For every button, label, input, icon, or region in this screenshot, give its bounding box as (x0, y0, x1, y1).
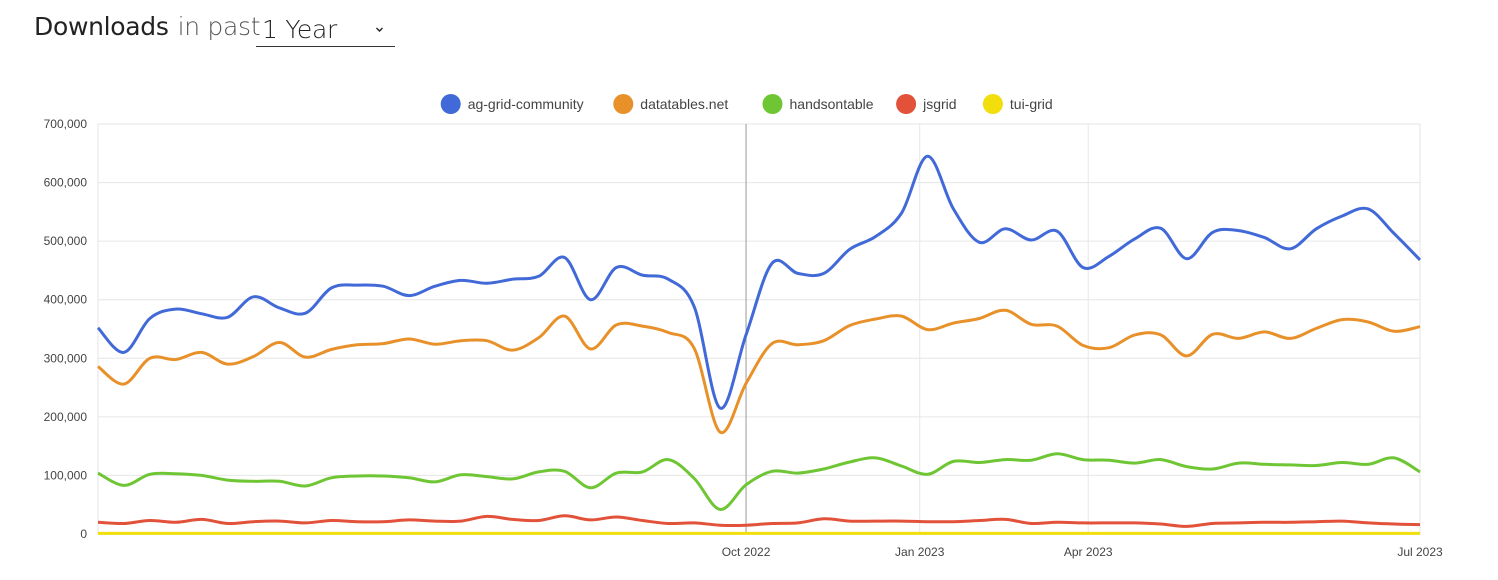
chevron-down-icon (376, 27, 383, 32)
x-tick-label: Oct 2022 (722, 545, 771, 559)
y-tick-label: 600,000 (44, 176, 88, 190)
y-tick-label: 700,000 (44, 117, 88, 131)
period-select[interactable]: 1 Year (256, 14, 395, 47)
x-tick-label: Jan 2023 (895, 545, 945, 559)
y-tick-label: 400,000 (44, 293, 88, 307)
y-axis: 0 100,000 200,000 300,000 400,000 500,000 600,… (44, 117, 88, 541)
legend-swatch (982, 94, 1003, 114)
page-subtitle: in past (177, 12, 261, 41)
y-tick-label: 300,000 (44, 351, 88, 365)
y-tick-label: 500,000 (44, 234, 88, 248)
series-line-datatables.net (97, 308, 1421, 434)
legend-label[interactable]: ag-grid-community (468, 96, 584, 112)
legend-swatch (613, 94, 634, 114)
series-line-handsontable (97, 452, 1421, 511)
legend-swatch (896, 94, 917, 114)
legend-label[interactable]: jsgrid (922, 96, 956, 112)
y-tick-label: 200,000 (44, 410, 88, 424)
y-tick-label: 0 (80, 527, 87, 541)
legend-label[interactable]: tui-grid (1010, 96, 1053, 112)
y-tick-label: 100,000 (44, 468, 88, 482)
chart-lines (96, 154, 1422, 535)
series-line-jsgrid (97, 514, 1421, 528)
chart-grid (97, 123, 1421, 535)
legend-label[interactable]: handsontable (790, 96, 874, 112)
period-select-value: 1 Year (262, 15, 337, 44)
legend-swatch (762, 94, 783, 114)
page-title: Downloads (34, 12, 169, 41)
legend-label[interactable]: datatables.net (640, 96, 728, 112)
x-axis: Oct 2022 Jan 2023 Apr 2023 Jul 2023 (722, 545, 1443, 559)
x-tick-label: Jul 2023 (1397, 545, 1443, 559)
header: Downloads in past (34, 12, 261, 52)
series-line-ag-grid-community (96, 154, 1422, 410)
chart-legend: ag-grid-community datatables.net handsonta… (440, 94, 1053, 114)
legend-swatch (440, 94, 461, 114)
x-tick-label: Apr 2023 (1064, 545, 1113, 559)
